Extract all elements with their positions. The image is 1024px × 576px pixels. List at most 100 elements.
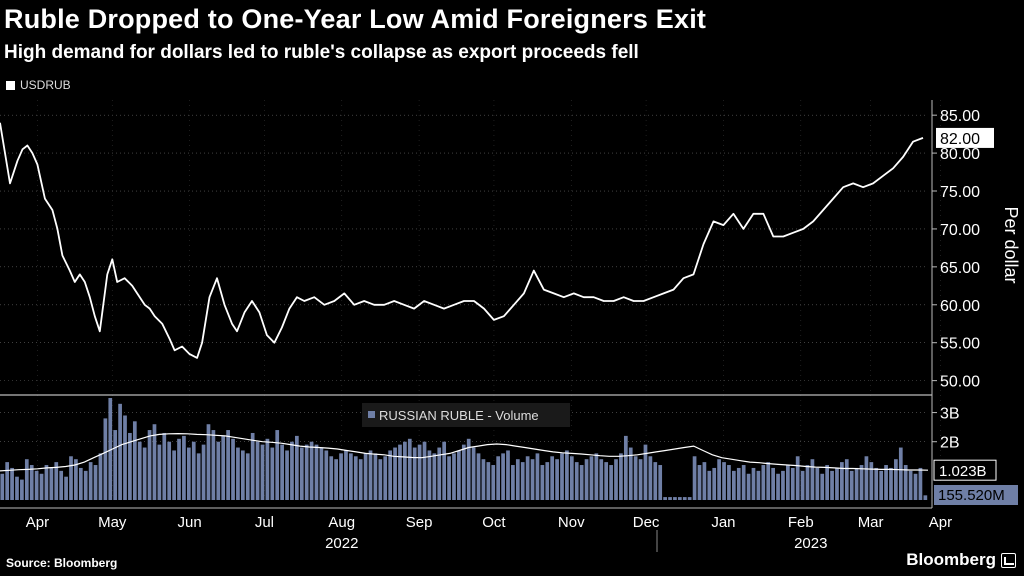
legend-swatch-icon — [6, 80, 15, 90]
volume-bar — [810, 459, 815, 500]
volume-legend-box — [362, 403, 570, 427]
volume-bar — [334, 459, 338, 500]
volume-bar — [10, 467, 14, 500]
y-tick-label: 85.00 — [940, 108, 980, 125]
volume-bar — [358, 459, 363, 500]
price-legend-label: USDRUB — [20, 78, 71, 92]
volume-bar — [746, 473, 751, 500]
volume-bar — [432, 453, 437, 500]
volume-bar — [398, 444, 402, 500]
volume-bar — [216, 441, 221, 500]
moving-average-badge — [933, 459, 997, 481]
x-tick-label: Jan — [711, 514, 735, 531]
volume-bar — [447, 456, 451, 500]
volume-bar — [142, 447, 147, 500]
volume-bar — [761, 465, 766, 500]
year-label: 2022 — [325, 535, 358, 552]
volume-bar — [486, 462, 491, 500]
volume-legend-swatch-icon — [368, 411, 375, 418]
volume-bar — [913, 473, 918, 500]
volume-bar — [849, 470, 854, 500]
volume-bar — [5, 462, 10, 500]
year-label: 2023 — [794, 535, 827, 552]
volume-bar — [663, 497, 667, 500]
price-legend[interactable]: USDRUB — [6, 78, 71, 92]
volume-bar — [437, 447, 442, 500]
volume-bar — [623, 435, 628, 500]
volume-bar — [638, 459, 643, 500]
volume-bar — [211, 430, 216, 500]
volume-bar — [756, 470, 761, 500]
volume-bar — [682, 497, 687, 500]
volume-bar — [918, 467, 923, 500]
volume-bar — [540, 465, 545, 500]
volume-bar — [697, 465, 702, 500]
volume-bar — [815, 467, 820, 500]
volume-bar — [83, 470, 88, 500]
volume-bar — [339, 453, 343, 500]
volume-bar — [177, 438, 181, 500]
volume-moving-average-line — [0, 432, 929, 472]
volume-bar — [466, 438, 471, 500]
volume-bar — [39, 473, 44, 500]
volume-bar — [776, 473, 780, 500]
y-axis-title: Per dollar — [1001, 206, 1021, 283]
volume-bar — [236, 447, 240, 500]
volume-bar — [250, 432, 255, 500]
volume-bar — [74, 459, 78, 500]
volume-bar — [501, 453, 505, 500]
volume-bar — [118, 403, 122, 500]
volume-bar — [864, 456, 869, 500]
volume-bar — [388, 450, 393, 500]
x-tick-label: Oct — [482, 514, 506, 531]
volume-bar — [884, 465, 888, 500]
volume-bar — [707, 470, 712, 500]
volume-bar — [123, 415, 127, 500]
volume-bar — [525, 456, 530, 500]
volume-bar — [840, 462, 844, 500]
x-tick-label: Jun — [177, 514, 201, 531]
last-value-label: 82.00 — [940, 131, 980, 148]
volume-bar — [0, 473, 5, 500]
volume-bar — [59, 470, 64, 500]
x-tick-label: Nov — [558, 514, 585, 531]
volume-bar — [344, 450, 348, 500]
y-tick-label: 65.00 — [940, 260, 980, 277]
volume-bar — [393, 447, 397, 500]
volume-bar — [712, 467, 717, 500]
volume-bar — [196, 453, 201, 500]
volume-bar — [309, 441, 314, 500]
usdrub-price-line — [0, 122, 924, 359]
volume-bar — [481, 459, 486, 500]
volume-bar — [299, 447, 304, 500]
volume-bar — [34, 470, 39, 500]
volume-bar — [461, 444, 466, 500]
volume-bar — [137, 441, 142, 500]
volume-bar — [535, 453, 540, 500]
volume-bar — [859, 465, 864, 500]
x-tick-label: Dec — [633, 514, 660, 531]
volume-bar — [496, 456, 501, 500]
volume-bar — [422, 441, 427, 500]
volume-bar — [24, 459, 29, 500]
volume-bar — [574, 462, 579, 500]
volume-bar — [844, 459, 849, 500]
volume-bar — [186, 447, 191, 500]
x-tick-label: Apr — [929, 514, 952, 531]
volume-bar — [722, 462, 726, 500]
volume-bar — [702, 462, 707, 500]
volume-bar — [643, 444, 648, 500]
volume-bar — [717, 459, 721, 500]
volume-bar — [555, 459, 559, 500]
volume-bar — [751, 467, 756, 500]
volume-bar — [736, 467, 741, 500]
volume-bar — [88, 462, 93, 500]
volume-legend-label: RUSSIAN RUBLE - Volume — [379, 408, 539, 423]
y-tick-label: 60.00 — [940, 298, 980, 315]
volume-bar — [373, 453, 378, 500]
volume-bar — [452, 453, 456, 500]
volume-bar — [903, 465, 908, 500]
source-note: Source: Bloomberg — [6, 556, 118, 570]
volume-bar — [579, 465, 584, 500]
